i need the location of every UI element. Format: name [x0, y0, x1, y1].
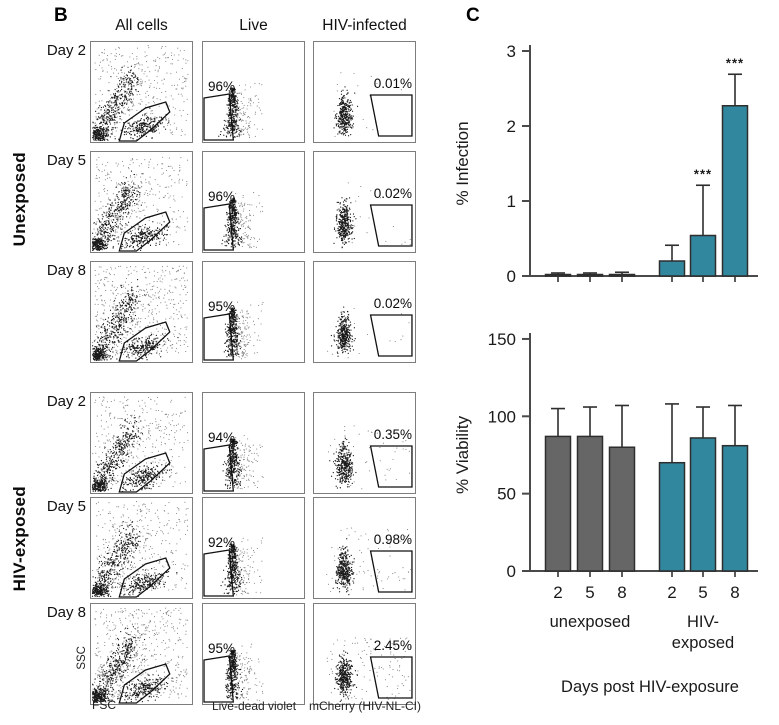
live-gate-percentage: 95%: [208, 299, 236, 314]
svg-text:2: 2: [553, 583, 562, 602]
live-gate-percentage: 96%: [208, 189, 236, 204]
live-gate-percentage: 92%: [208, 535, 236, 550]
scatter-plot-hiv-infected: 2.45%: [313, 603, 416, 705]
scatter-svg: [326, 527, 415, 596]
svg-text:1: 1: [507, 192, 516, 211]
scatter-plot-hiv-infected: 0.98%: [313, 497, 416, 599]
panel-c: 0 1 2 3 *** *** % Infection 0 50 100 150 2 5 8 2 5 8 % V…: [440, 0, 779, 725]
infected-gate-percentage: 0.02%: [373, 186, 412, 201]
svg-text:***: ***: [726, 55, 744, 70]
svg-text:5: 5: [585, 583, 594, 602]
scatter-svg: [91, 396, 189, 493]
scatter-plot-all-cells: [90, 151, 193, 253]
svg-text:150: 150: [488, 330, 516, 349]
panel-b-label: B: [54, 5, 68, 26]
viability-bar-chart: 0 50 100 150 2 5 8 2 5 8 % Viability: [453, 330, 758, 602]
flow-row-unexposed-day5: Day 5 96% 0.02%: [0, 151, 440, 253]
column-header-all-cells: All cells: [115, 17, 168, 34]
live-gate-percentage: 96%: [208, 79, 236, 94]
live-dead-violet-axis-label: Live-dead violet: [211, 699, 297, 713]
scatter-plot-live: 96%: [202, 41, 305, 143]
xgroup-label-unexposed: unexposed: [549, 613, 631, 631]
infected-gate-percentage: 0.35%: [373, 427, 412, 442]
scatter-svg: [326, 637, 415, 703]
x-axis-title: Days post HIV-exposure: [561, 678, 739, 696]
scatter-plot-hiv-infected: 0.02%: [313, 151, 416, 253]
svg-text:2: 2: [667, 583, 676, 602]
scatter-plot-live: 95%: [202, 603, 305, 705]
svg-text:% Infection: % Infection: [453, 121, 472, 205]
scatter-plot-hiv-infected: 0.35%: [313, 392, 416, 494]
scatter-svg: [203, 83, 264, 142]
flow-row-unexposed-day2: Day 2 96% 0.01%: [0, 41, 440, 143]
flow-row-exposed-day8: Day 8 95% 2.45%: [0, 603, 440, 705]
infected-gate-percentage: 0.01%: [373, 76, 412, 91]
scatter-svg: [327, 425, 415, 490]
day-label: Day 5: [46, 152, 86, 169]
xgroup-label-hiv-exposed: HIV- exposed: [671, 613, 735, 653]
flow-row-exposed-day2: Day 2 94% 0.35%: [0, 392, 440, 494]
scatter-svg: [91, 501, 189, 598]
scatter-svg: [203, 301, 264, 362]
svg-text:50: 50: [497, 485, 516, 504]
scatter-svg: [333, 72, 415, 137]
scatter-svg: [203, 434, 264, 493]
panel-c-label: C: [466, 5, 480, 26]
scatter-svg: [203, 192, 264, 252]
scatter-svg: [203, 643, 264, 704]
fsc-axis-label: FSC: [92, 698, 116, 712]
scatter-plot-all-cells: [90, 392, 193, 494]
ssc-axis-label: SSC: [76, 646, 88, 670]
scatter-plot-live: 95%: [202, 261, 305, 363]
scatter-plot-hiv-infected: 0.01%: [313, 41, 416, 143]
svg-text:0: 0: [507, 267, 516, 286]
scatter-plot-live: 96%: [202, 151, 305, 253]
scatter-plot-hiv-infected: 0.02%: [313, 261, 416, 363]
svg-text:2: 2: [507, 117, 516, 136]
day-label: Day 2: [46, 42, 86, 59]
scatter-plot-all-cells: [90, 603, 193, 705]
scatter-plot-all-cells: [90, 261, 193, 363]
scatter-svg: [91, 156, 189, 252]
column-header-live: Live: [239, 17, 268, 34]
svg-text:8: 8: [617, 583, 626, 602]
live-gate-percentage: 95%: [208, 641, 236, 656]
live-gate-percentage: 94%: [208, 430, 236, 445]
infected-gate-percentage: 0.02%: [373, 296, 412, 311]
day-label: Day 8: [46, 262, 86, 279]
scatter-plot-all-cells: [90, 41, 193, 143]
day-label: Day 2: [46, 393, 86, 410]
svg-text:***: ***: [694, 166, 712, 181]
svg-text:0: 0: [507, 562, 516, 581]
flow-row-exposed-day5: Day 5 92% 0.98%: [0, 497, 440, 599]
infected-gate-percentage: 0.98%: [373, 532, 412, 547]
column-header-hiv-infected: HIV-infected: [322, 17, 407, 34]
day-label: Day 5: [46, 498, 86, 515]
scatter-svg: [333, 182, 415, 249]
svg-text:% Viability: % Viability: [453, 415, 472, 494]
scatter-plot-live: 92%: [202, 497, 305, 599]
svg-text:5: 5: [698, 583, 707, 602]
infection-bar-chart: 0 1 2 3 *** *** % Infection: [453, 42, 758, 286]
day-label: Day 8: [46, 604, 86, 621]
svg-text:8: 8: [730, 583, 739, 602]
flow-row-unexposed-day8: Day 8 95% 0.02%: [0, 261, 440, 363]
svg-text:100: 100: [488, 407, 516, 426]
svg-text:3: 3: [507, 42, 516, 61]
scatter-svg: [203, 537, 264, 598]
mcherry-axis-label: mCherry (HIV-NL-CI): [308, 699, 421, 713]
scatter-svg: [91, 45, 189, 142]
scatter-svg: [91, 607, 189, 704]
scatter-plot-live: 94%: [202, 392, 305, 494]
infected-gate-percentage: 2.45%: [373, 638, 412, 653]
scatter-svg: [327, 306, 415, 359]
scatter-plot-all-cells: [90, 497, 193, 599]
scatter-svg: [91, 265, 189, 362]
